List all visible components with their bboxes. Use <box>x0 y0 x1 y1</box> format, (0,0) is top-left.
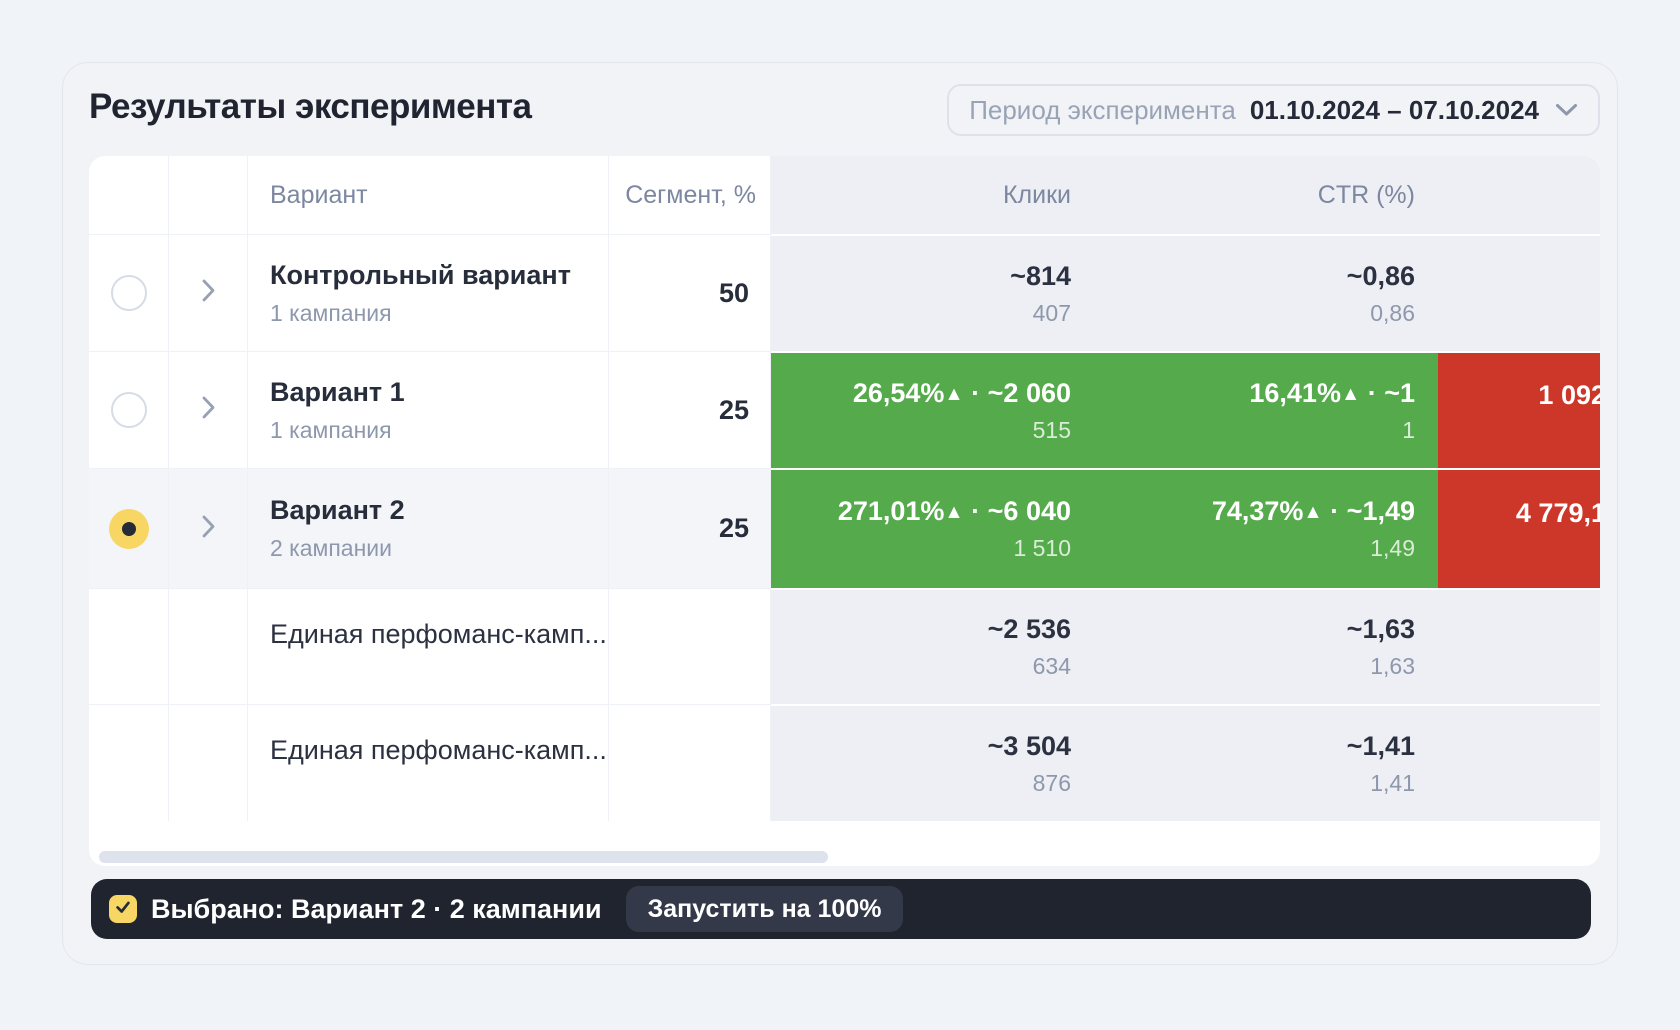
delta-up-icon: ▲ <box>1340 382 1361 405</box>
selection-bar: Выбрано: Вариант 2 · 2 кампании Запустит… <box>91 879 1591 939</box>
column-header-extra <box>1438 156 1600 234</box>
period-label: Период эксперимента <box>969 94 1236 125</box>
radio-checked-icon[interactable] <box>108 508 149 549</box>
chevron-right-icon <box>201 395 216 425</box>
campaign-name-cell: Единая перфоманс-камп... <box>248 588 609 704</box>
extra-metric-cell <box>1438 704 1600 821</box>
selection-summary: Выбрано: Вариант 2 · 2 кампании <box>151 893 602 924</box>
expand-variant-2[interactable] <box>169 468 248 588</box>
header-radio-cell <box>89 156 169 234</box>
variant-name-cell: Контрольный вариант 1 кампания <box>248 234 609 351</box>
empty-expand-cell <box>169 588 248 704</box>
variant-name-cell: Вариант 1 1 кампания <box>248 351 609 468</box>
variant-name-cell: Вариант 2 2 кампании <box>248 468 609 588</box>
radio-icon[interactable] <box>110 392 147 428</box>
ctr-cell-positive: 16,41%▲ · ~1 1 <box>1093 351 1438 468</box>
table-row-campaign[interactable]: Единая перфоманс-камп... ~3 504 876 ~1,4… <box>89 704 1600 821</box>
segment-cell: 25 <box>609 468 771 588</box>
horizontal-scrollbar[interactable] <box>99 851 828 863</box>
expand-variant-1[interactable] <box>169 351 248 468</box>
extra-metric-cell-negative: 1 092 <box>1438 351 1600 468</box>
radio-icon[interactable] <box>110 275 147 311</box>
clicks-cell: ~2 536 634 <box>771 588 1093 704</box>
header-expand-cell <box>169 156 248 234</box>
column-header-clicks: Клики <box>771 156 1093 234</box>
clicks-cell: ~814 407 <box>771 234 1093 351</box>
expand-control-variant[interactable] <box>169 234 248 351</box>
table-row-campaign[interactable]: Единая перфоманс-камп... ~2 536 634 ~1,6… <box>89 588 1600 704</box>
clicks-cell-positive: 26,54%▲ · ~2 060 515 <box>771 351 1093 468</box>
page-title: Результаты эксперимента <box>89 87 532 126</box>
experiment-results-card: Результаты эксперимента Период экспериме… <box>62 62 1618 965</box>
checkmark-icon <box>114 898 132 921</box>
period-select[interactable]: Период эксперимента 01.10.2024 – 07.10.2… <box>947 84 1600 136</box>
segment-cell <box>609 588 771 704</box>
extra-metric-cell <box>1438 588 1600 704</box>
delta-up-icon: ▲ <box>1303 501 1323 523</box>
chevron-right-icon <box>201 514 216 544</box>
launch-button[interactable]: Запустить на 100% <box>625 886 904 932</box>
table-row-control-variant[interactable]: Контрольный вариант 1 кампания 50 ~814 4… <box>89 234 1600 351</box>
radio-variant-1[interactable] <box>89 351 169 468</box>
table-row-variant-2[interactable]: Вариант 2 2 кампании 25 271,01%▲ · ~6 04… <box>89 468 1600 588</box>
table-row-variant-1[interactable]: Вариант 1 1 кампания 25 26,54%▲ · ~2 060… <box>89 351 1600 468</box>
delta-up-icon: ▲ <box>944 382 964 405</box>
ctr-cell: ~0,86 0,86 <box>1093 234 1438 351</box>
chevron-right-icon <box>201 278 216 308</box>
ctr-cell: ~1,41 1,41 <box>1093 704 1438 821</box>
radio-variant-2-selected[interactable] <box>89 468 169 588</box>
ctr-cell: ~1,63 1,63 <box>1093 588 1438 704</box>
delta-up-icon: ▲ <box>944 501 964 523</box>
segment-cell: 50 <box>609 234 771 351</box>
extra-metric-cell-negative: 4 779,1 <box>1438 468 1600 588</box>
clicks-cell: ~3 504 876 <box>771 704 1093 821</box>
column-header-segment: Сегмент, % <box>609 156 771 234</box>
empty-expand-cell <box>169 704 248 821</box>
column-header-variant: Вариант <box>248 156 609 234</box>
campaign-name-cell: Единая перфоманс-камп... <box>248 704 609 821</box>
segment-cell <box>609 704 771 821</box>
segment-cell: 25 <box>609 351 771 468</box>
ctr-cell-positive: 74,37%▲ · ~1,49 1,49 <box>1093 468 1438 588</box>
table-header-row: Вариант Сегмент, % Клики CTR (%) <box>89 156 1600 234</box>
chevron-down-icon <box>1555 103 1578 117</box>
column-header-ctr: CTR (%) <box>1093 156 1438 234</box>
results-table: Вариант Сегмент, % Клики CTR (%) Контрол… <box>89 156 1600 866</box>
empty-radio-cell <box>89 704 169 821</box>
empty-radio-cell <box>89 588 169 704</box>
selected-checkbox[interactable] <box>109 895 137 923</box>
radio-control-variant[interactable] <box>89 234 169 351</box>
clicks-cell-positive: 271,01%▲ · ~6 040 1 510 <box>771 468 1093 588</box>
extra-metric-cell <box>1438 234 1600 351</box>
period-value: 01.10.2024 – 07.10.2024 <box>1249 94 1539 125</box>
